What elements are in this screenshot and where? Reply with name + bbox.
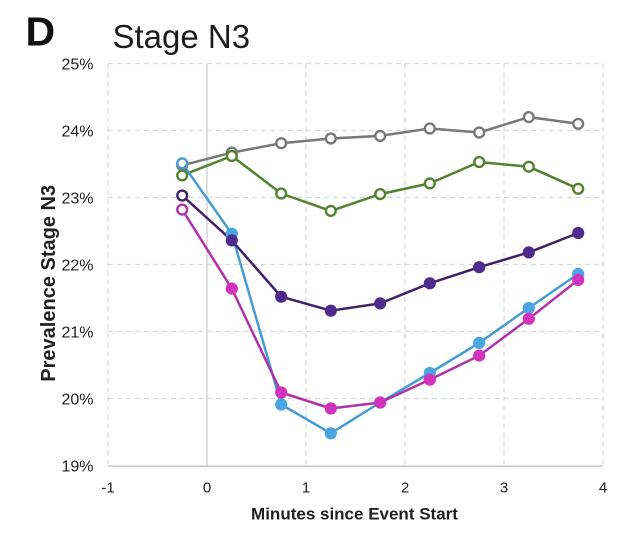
svg-text:23%: 23% — [61, 190, 93, 207]
svg-text:Prevalence Stage N3: Prevalence Stage N3 — [38, 185, 60, 382]
svg-text:2: 2 — [401, 480, 409, 497]
svg-text:25%: 25% — [61, 56, 93, 73]
svg-text:-1: -1 — [101, 480, 114, 497]
svg-text:19%: 19% — [61, 458, 93, 475]
svg-text:22%: 22% — [61, 257, 93, 274]
svg-text:Minutes since Event Start: Minutes since Event Start — [251, 505, 458, 524]
svg-text:1: 1 — [302, 480, 310, 497]
svg-text:D: D — [26, 9, 56, 55]
svg-text:21%: 21% — [61, 324, 93, 341]
svg-text:4: 4 — [599, 480, 607, 497]
svg-text:20%: 20% — [61, 391, 93, 408]
svg-text:3: 3 — [500, 480, 508, 497]
svg-text:24%: 24% — [61, 123, 93, 140]
svg-text:Stage N3: Stage N3 — [113, 18, 251, 55]
svg-text:0: 0 — [203, 480, 211, 497]
